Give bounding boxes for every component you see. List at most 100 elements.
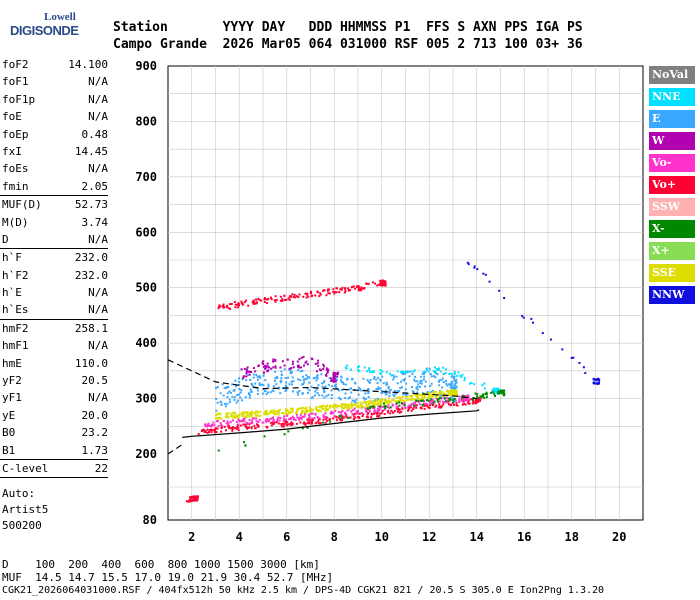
echo-point-1 <box>300 418 303 421</box>
param-value: 232.0 <box>74 251 108 265</box>
echo-point-2 <box>430 375 433 378</box>
echo-point-0 <box>324 421 327 424</box>
echo-point-1 <box>307 417 310 420</box>
echo-point-2 <box>400 386 403 389</box>
echo-point-0 <box>256 423 259 426</box>
echo-point-3 <box>274 413 277 416</box>
echo-point-3 <box>247 415 250 418</box>
echo-point-3 <box>398 396 401 399</box>
echo-point-7 <box>299 366 302 369</box>
echo-point-2 <box>323 390 326 393</box>
echo-point-2 <box>353 400 356 403</box>
echo-point-4 <box>496 389 499 392</box>
echo-point-9 <box>522 316 525 319</box>
echo-point-9 <box>578 361 581 364</box>
echo-point-2 <box>310 396 313 399</box>
echo-point-0 <box>326 419 329 422</box>
echo-point-1 <box>340 413 343 416</box>
echo-point-5 <box>494 394 497 397</box>
echo-point-3 <box>233 416 236 419</box>
echo-point-9 <box>503 297 506 300</box>
echo-point-1 <box>235 421 238 424</box>
echo-point-7 <box>240 368 243 371</box>
echo-point-1 <box>317 417 320 420</box>
echo-point-3 <box>322 404 325 407</box>
echo-point-1 <box>376 407 379 410</box>
echo-point-2 <box>446 384 449 387</box>
echo-point-7 <box>292 366 295 369</box>
echo-point-0 <box>299 421 302 424</box>
echo-point-3 <box>237 416 240 419</box>
echo-point-3 <box>303 410 306 413</box>
echo-point-6 <box>238 303 241 306</box>
echo-point-7 <box>327 368 330 371</box>
echo-point-2 <box>231 383 234 386</box>
echo-point-0 <box>322 418 325 421</box>
echo-point-0 <box>448 403 451 406</box>
echo-point-3 <box>388 400 391 403</box>
param-row: B1 1.73 <box>0 442 110 459</box>
echo-point-1 <box>425 403 428 406</box>
echo-point-2 <box>340 375 343 378</box>
echo-point-2 <box>228 398 231 401</box>
echo-point-0 <box>450 404 453 407</box>
echo-point-3 <box>215 414 218 417</box>
echo-point-3 <box>415 395 418 398</box>
echo-point-2 <box>238 388 241 391</box>
echo-point-2 <box>387 385 390 388</box>
echo-point-1 <box>428 399 431 402</box>
echo-point-2 <box>385 393 388 396</box>
echo-point-2 <box>239 396 242 399</box>
echo-point-9 <box>572 356 575 359</box>
echo-point-2 <box>220 403 223 406</box>
echo-point-6 <box>341 286 344 289</box>
echo-point-2 <box>308 389 311 392</box>
echo-point-0 <box>370 416 373 419</box>
echo-point-5 <box>306 426 309 429</box>
echo-point-3 <box>347 407 350 410</box>
echo-point-0 <box>237 429 240 432</box>
echo-point-3 <box>234 416 237 419</box>
echo-point-0 <box>479 399 482 402</box>
echo-point-3 <box>448 392 451 395</box>
echo-point-2 <box>395 375 398 378</box>
echo-point-0 <box>270 421 273 424</box>
echo-point-2 <box>231 395 234 398</box>
echo-point-6 <box>253 302 256 305</box>
echo-point-2 <box>289 369 292 372</box>
echo-point-2 <box>420 382 423 385</box>
echo-point-2 <box>453 383 456 386</box>
echo-point-2 <box>424 371 427 374</box>
param-value: 110.0 <box>74 356 108 370</box>
echo-point-1 <box>446 400 449 403</box>
echo-point-2 <box>344 397 347 400</box>
echo-point-0 <box>231 426 234 429</box>
echo-point-2 <box>441 386 444 389</box>
echo-point-7 <box>336 375 339 378</box>
echo-point-2 <box>255 374 258 377</box>
echo-point-2 <box>233 396 236 399</box>
echo-point-8 <box>193 496 196 499</box>
echo-point-6 <box>226 304 229 307</box>
echo-point-0 <box>479 397 482 400</box>
echo-point-3 <box>215 416 218 419</box>
echo-point-7 <box>248 373 251 376</box>
echo-point-3 <box>377 402 380 405</box>
echo-point-2 <box>430 382 433 385</box>
echo-point-2 <box>367 396 370 399</box>
echo-point-2 <box>272 390 275 393</box>
echo-point-2 <box>258 375 261 378</box>
echo-point-1 <box>255 420 258 423</box>
echo-point-6 <box>310 291 313 294</box>
echo-point-5 <box>283 433 286 436</box>
echo-point-3 <box>414 393 417 396</box>
echo-point-1 <box>360 411 363 414</box>
echo-point-5 <box>403 404 406 407</box>
echo-point-2 <box>379 379 382 382</box>
echo-point-4 <box>358 370 361 373</box>
echo-point-0 <box>310 419 313 422</box>
echo-point-3 <box>451 393 454 396</box>
echo-point-5 <box>499 391 502 394</box>
legend-item-vo-: Vo- <box>649 154 695 172</box>
param-value: N/A <box>88 92 108 106</box>
